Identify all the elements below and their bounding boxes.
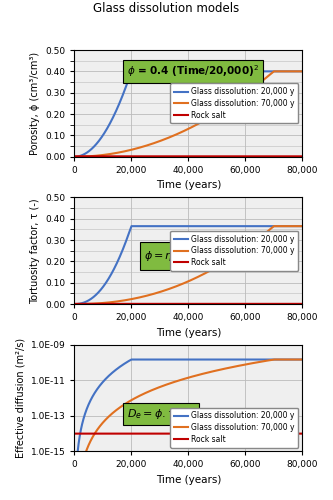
Text: $\phi$ = 0.4 (Time/20,000)$^2$: $\phi$ = 0.4 (Time/20,000)$^2$ [127,64,259,80]
X-axis label: Time (years): Time (years) [156,180,221,190]
Y-axis label: Tortuosity factor, τ (-): Tortuosity factor, τ (-) [30,198,40,304]
Text: $D_e = \phi.\tau.D_0$: $D_e = \phi.\tau.D_0$ [127,407,195,421]
Y-axis label: Effective diffusion (m²/s): Effective diffusion (m²/s) [15,338,25,458]
Text: $\phi = \eta^{1.1}$: $\phi = \eta^{1.1}$ [145,246,186,266]
Legend: Glass dissolution: 20,000 y, Glass dissolution: 70,000 y, Rock salt: Glass dissolution: 20,000 y, Glass disso… [170,408,298,448]
Legend: Glass dissolution: 20,000 y, Glass dissolution: 70,000 y, Rock salt: Glass dissolution: 20,000 y, Glass disso… [170,230,298,270]
Text: Glass dissolution models: Glass dissolution models [93,2,240,16]
Legend: Glass dissolution: 20,000 y, Glass dissolution: 70,000 y, Rock salt: Glass dissolution: 20,000 y, Glass disso… [170,84,298,124]
X-axis label: Time (years): Time (years) [156,328,221,338]
X-axis label: Time (years): Time (years) [156,475,221,485]
Y-axis label: Porosity, ϕ (cm³/cm³): Porosity, ϕ (cm³/cm³) [30,52,40,155]
